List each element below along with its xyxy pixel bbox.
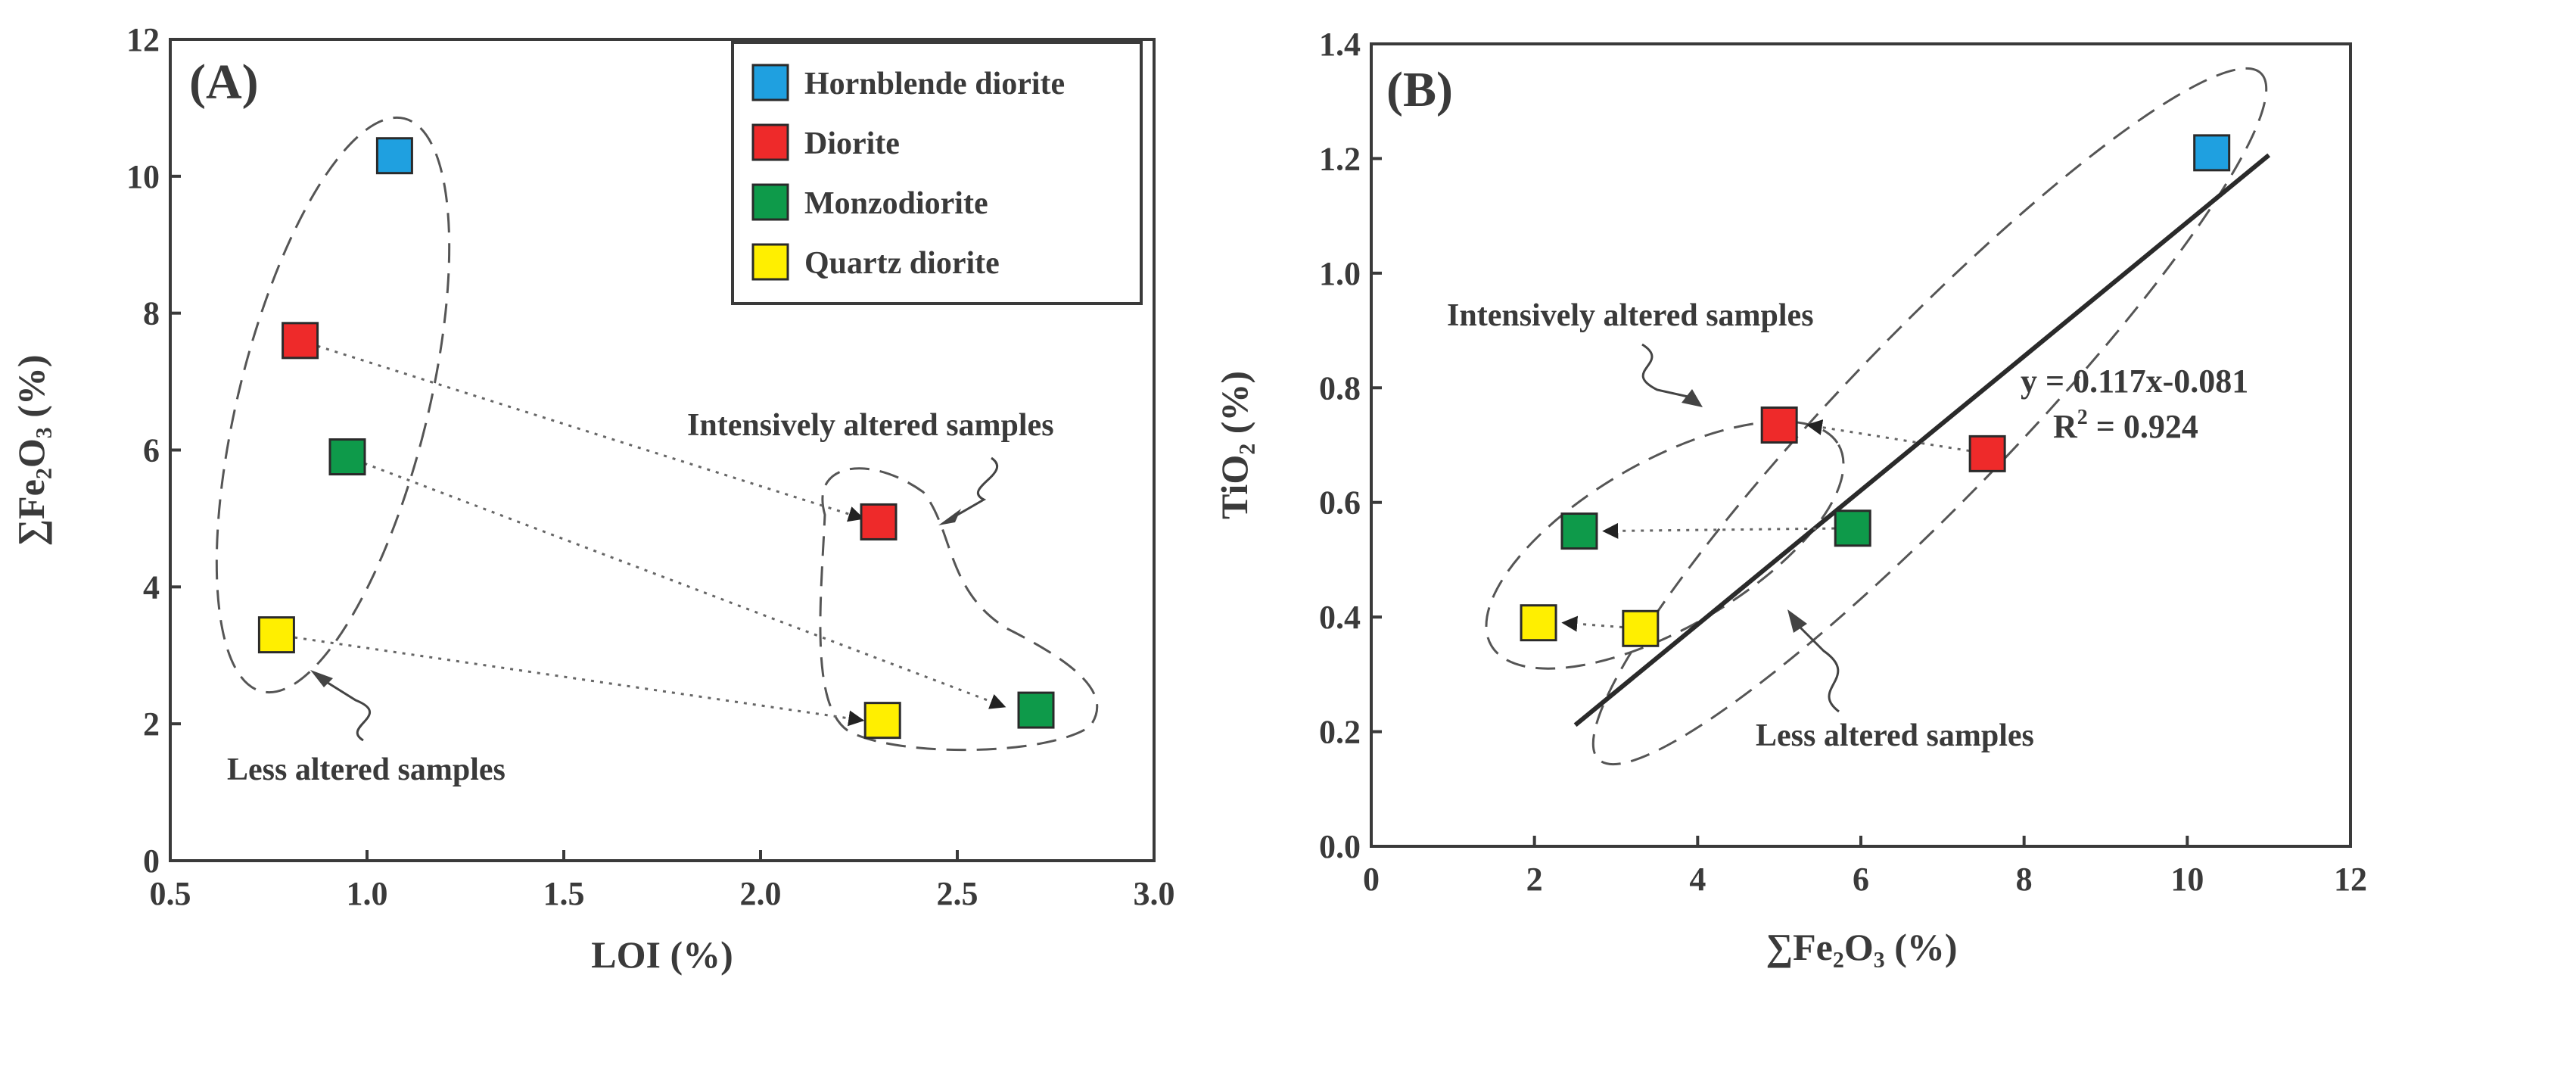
annotation-less-altered: Less altered samples: [227, 752, 506, 787]
panel-a-x-tick-label: 3.0: [1134, 875, 1175, 912]
legend-swatch-quartz: [751, 243, 789, 281]
panel-b-points: [1520, 134, 2231, 647]
panel-b-y-tick-label: 1.2: [1319, 140, 1361, 177]
intensively-altered-ellipse: [819, 467, 1099, 752]
annotation-intensively-altered: Intensively altered samples: [1447, 298, 1814, 333]
panel-a-y-tick-label: 6: [143, 432, 160, 469]
arrowhead: [938, 509, 961, 525]
panel-b-y-tick-label: 1.0: [1319, 255, 1361, 292]
annotation-less-altered: Less altered samples: [1756, 718, 2034, 753]
intensively-altered-ellipse: [1485, 420, 1845, 670]
panel-a-x-tick-label: 0.5: [150, 875, 191, 912]
panel-a-x-tick-label: 1.5: [543, 875, 585, 912]
point-quartz: [863, 702, 901, 740]
panel-b-ticks: 0 2 4 6 8 10 12 0.0 0.2 0.4 0.6 0.8 1.0 1.2 1.4: [1319, 26, 2367, 898]
panel-b-y-tick-label: 0.2: [1319, 714, 1361, 751]
point-quartz: [1622, 609, 1660, 647]
point-quartz: [1520, 604, 1557, 642]
legend-label: Diorite: [804, 126, 900, 161]
legend-swatch-monzodiorite: [751, 183, 789, 221]
panel-a-y-tick-label: 4: [143, 568, 160, 606]
panel-a-y-tick-label: 0: [143, 843, 160, 880]
alteration-arrow: [1806, 419, 1988, 455]
panel-b-x-tick-label: 12: [2334, 861, 2367, 898]
point-quartz: [257, 616, 295, 654]
panel-b-y-tick-label: 0.0: [1319, 828, 1361, 865]
panel-a-y-tick-label: 12: [126, 21, 160, 58]
panel-a-letter: (A): [189, 55, 259, 110]
panel-a-arrows: [276, 339, 1006, 727]
legend-box: [731, 41, 1143, 305]
panel-b-y-tick-label: 1.4: [1319, 26, 1361, 63]
panel-a-groupings: [215, 116, 1099, 752]
panel-a-x-axis-label: LOI (%): [591, 933, 733, 976]
panel-a-points: [257, 137, 1055, 740]
r-squared: R2 = 0.924: [2053, 406, 2198, 445]
panel-b-groupings: [1485, 67, 2268, 766]
panel-a-y-axis-label: ∑Fe₂O₃ (%): [10, 354, 52, 546]
annotation-pointer: [325, 680, 371, 742]
panel-a-y-tick-label: 8: [143, 295, 160, 332]
panel-b-x-axis-label: ∑Fe₂O₃ (%): [1766, 926, 1957, 968]
point-hornblende: [375, 137, 413, 175]
legend: Hornblende diorite Diorite Monzodiorite Qua…: [731, 41, 1143, 305]
less-altered-ellipse: [1591, 67, 2268, 766]
alteration-arrow: [1561, 615, 1641, 632]
panel-b-y-axis-label: TiO₂ (%): [1213, 371, 1255, 519]
panel-a-y-tick-label: 10: [126, 158, 160, 195]
panel-b-x-tick-label: 0: [1363, 861, 1380, 898]
point-diorite: [1968, 435, 2006, 472]
point-monzodiorite: [1560, 512, 1598, 550]
panel-b-arrows: [1561, 419, 1988, 632]
point-diorite: [860, 503, 898, 540]
annotation-pointer: [1641, 343, 1692, 399]
arrowhead: [1787, 609, 1807, 633]
panel-a-x-tick-label: 1.0: [347, 875, 388, 912]
panel-b-letter: (B): [1386, 62, 1453, 117]
regression-equation: y = 0.117x-0.081: [2021, 363, 2248, 400]
panel-a-ticks: 0.5 1.0 1.5 2.0 2.5 3.0 0 2 4 6 8 10 12: [126, 21, 1175, 912]
point-hornblende: [2193, 134, 2231, 172]
panel-b-x-tick-label: 4: [1689, 861, 1706, 898]
annotation-intensively-altered: Intensively altered samples: [687, 408, 1054, 443]
alteration-arrow: [300, 339, 865, 522]
panel-a-x-tick-label: 2.5: [937, 875, 978, 912]
annotation-pointer: [954, 456, 999, 518]
panel-b-x-tick-label: 10: [2170, 861, 2204, 898]
point-diorite: [1760, 406, 1798, 444]
point-monzodiorite: [1017, 691, 1055, 729]
point-monzodiorite: [328, 438, 366, 476]
panel-b-y-tick-label: 0.8: [1319, 369, 1361, 406]
panel-a-y-tick-label: 2: [143, 706, 160, 743]
point-monzodiorite: [1834, 509, 1871, 547]
arrowhead: [1682, 389, 1703, 407]
panel-b-y-tick-label: 0.4: [1319, 599, 1361, 636]
alteration-arrow: [276, 634, 865, 727]
panel-a-x-tick-label: 2.0: [740, 875, 782, 912]
panel-b-x-tick-label: 2: [1526, 861, 1543, 898]
annotation-pointer: [1796, 623, 1840, 713]
panel-b-x-tick-label: 6: [1853, 861, 1869, 898]
trendline: [1573, 153, 2271, 727]
alteration-arrow: [347, 456, 1006, 709]
legend-swatch-hornblende: [751, 64, 789, 101]
legend-swatch-diorite: [751, 123, 789, 161]
panel-b-chart: 0 2 4 6 8 10 12 0.0 0.2 0.4 0.6 0.8 1.0 1.2 1.4 Intens…: [1213, 26, 2367, 968]
panel-b-y-tick-label: 0.6: [1319, 484, 1361, 522]
panel-a-chart: 0.5 1.0 1.5 2.0 2.5 3.0 0 2 4 6 8 10 12 Intensively …: [10, 21, 1175, 976]
point-diorite: [282, 322, 319, 360]
legend-label: Monzodiorite: [804, 186, 988, 221]
less-altered-ellipse: [215, 116, 451, 694]
arrowhead: [310, 670, 333, 687]
panel-b-x-tick-label: 8: [2016, 861, 2033, 898]
legend-label: Quartz diorite: [804, 246, 1000, 281]
legend-label: Hornblende diorite: [804, 67, 1065, 101]
